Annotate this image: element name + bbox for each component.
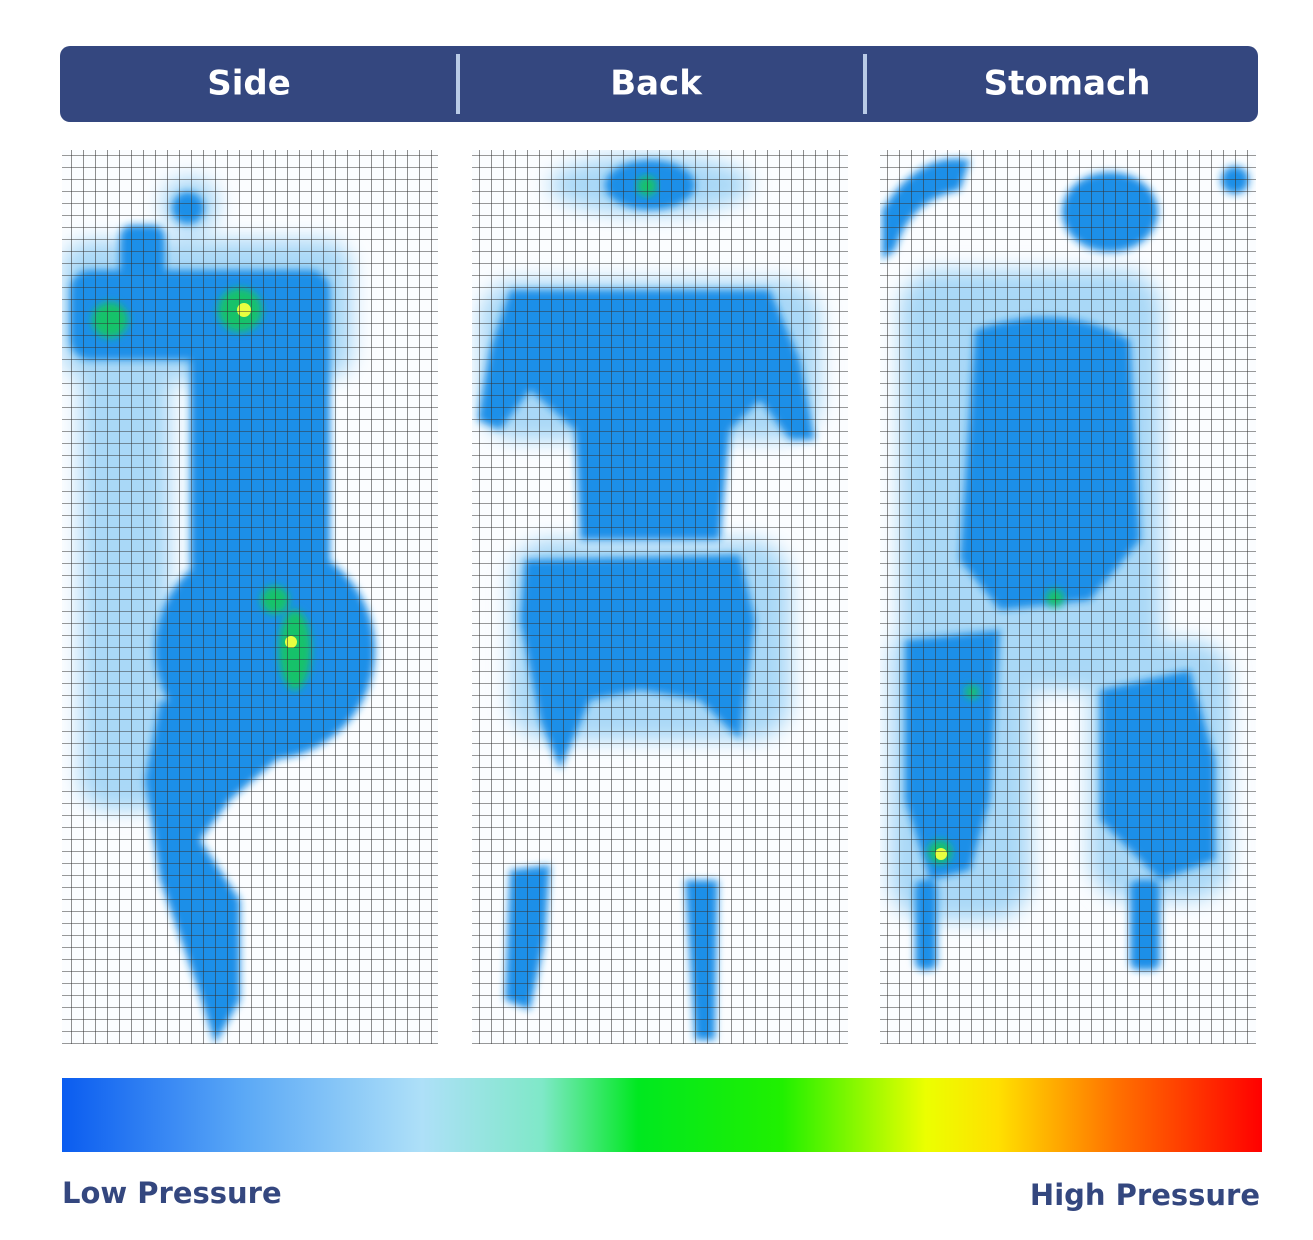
pressure-scale [62, 1078, 1262, 1152]
side-pressure-map [62, 150, 438, 1044]
tab-label: Back [610, 64, 703, 104]
legend-high: High Pressure [1030, 1178, 1260, 1212]
tab-bar [60, 46, 1258, 122]
stomach-pressure-map [880, 150, 1256, 1044]
back-pressure-map [472, 150, 848, 1044]
tab-label: Stomach [984, 64, 1151, 104]
tab-label: Side [207, 64, 291, 104]
legend-low: Low Pressure [62, 1176, 282, 1210]
